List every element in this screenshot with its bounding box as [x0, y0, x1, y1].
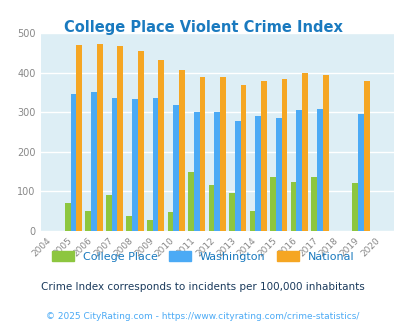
Bar [97, 44, 102, 231]
Bar [281, 79, 287, 231]
Bar [296, 110, 301, 231]
Bar [106, 195, 111, 231]
Bar [234, 121, 240, 231]
Bar [85, 211, 91, 231]
Bar [357, 114, 363, 231]
Text: Crime Index corresponds to incidents per 100,000 inhabitants: Crime Index corresponds to incidents per… [41, 282, 364, 292]
Bar [290, 182, 296, 231]
Bar [260, 81, 266, 231]
Bar [316, 110, 322, 231]
Bar [173, 106, 179, 231]
Bar [152, 98, 158, 231]
Bar [275, 118, 281, 231]
Bar [220, 77, 225, 231]
Bar [311, 177, 316, 231]
Bar [322, 75, 328, 231]
Bar [208, 185, 214, 231]
Bar [270, 177, 275, 231]
Bar [91, 92, 97, 231]
Bar [138, 51, 143, 231]
Legend: College Place, Washington, National: College Place, Washington, National [47, 247, 358, 266]
Bar [65, 203, 70, 231]
Bar [352, 183, 357, 231]
Bar [167, 213, 173, 231]
Bar [147, 220, 152, 231]
Text: © 2025 CityRating.com - https://www.cityrating.com/crime-statistics/: © 2025 CityRating.com - https://www.city… [46, 312, 359, 321]
Bar [132, 99, 138, 231]
Bar [126, 216, 132, 231]
Bar [214, 112, 220, 231]
Bar [188, 172, 193, 231]
Bar [255, 116, 260, 231]
Bar [240, 85, 246, 231]
Text: College Place Violent Crime Index: College Place Violent Crime Index [64, 20, 341, 35]
Bar [158, 60, 164, 231]
Bar [363, 81, 369, 231]
Bar [117, 46, 123, 231]
Bar [301, 73, 307, 231]
Bar [179, 70, 184, 231]
Bar [228, 193, 234, 231]
Bar [76, 45, 82, 231]
Bar [111, 98, 117, 231]
Bar [193, 112, 199, 231]
Bar [199, 77, 205, 231]
Bar [70, 94, 76, 231]
Bar [249, 211, 255, 231]
